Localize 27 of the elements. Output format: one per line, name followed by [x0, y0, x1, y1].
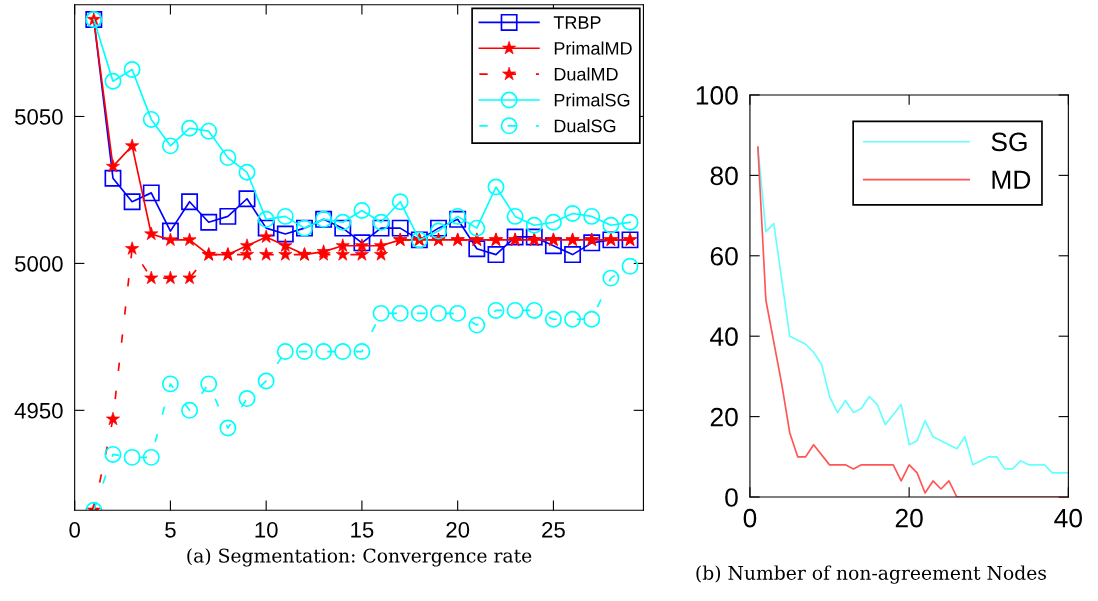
legend-label: TRBP — [553, 16, 601, 29]
legend-label: SG — [991, 132, 1027, 152]
legend-label: PrimalSG — [554, 93, 630, 107]
x-tick-label: 40 — [1054, 508, 1082, 528]
x-tick-label: 0 — [743, 508, 757, 528]
x-tick-label: 5 — [165, 522, 176, 538]
y-tick-label: 5050 — [15, 109, 63, 125]
x-tick-label: 25 — [542, 521, 565, 538]
y-tick-label: 5000 — [15, 255, 63, 272]
y-tick-label: 40 — [710, 327, 738, 347]
y-tick-label: 20 — [710, 407, 738, 427]
x-tick-label: 10 — [255, 521, 278, 538]
legend-label: PrimalMD — [554, 41, 632, 55]
x-tick-label: 0 — [69, 521, 80, 538]
legend-label: MD — [992, 170, 1031, 189]
y-tick-label: 100 — [696, 86, 738, 105]
legend-label: DualSG — [554, 119, 616, 133]
text: (a) Segmentation: Convergence rate — [187, 548, 532, 567]
x-tick-label: 15 — [351, 522, 374, 538]
x-tick-label: 20 — [446, 521, 470, 538]
x-tick-label: 20 — [895, 508, 923, 528]
y-tick-label: 80 — [710, 166, 738, 186]
y-tick-label: 4950 — [14, 402, 63, 419]
y-tick-label: 0 — [725, 488, 738, 507]
text: (b) Number of non-agreement Nodes — [696, 565, 1046, 584]
y-tick-label: 60 — [710, 246, 738, 266]
legend-label: DualMD — [554, 67, 618, 81]
